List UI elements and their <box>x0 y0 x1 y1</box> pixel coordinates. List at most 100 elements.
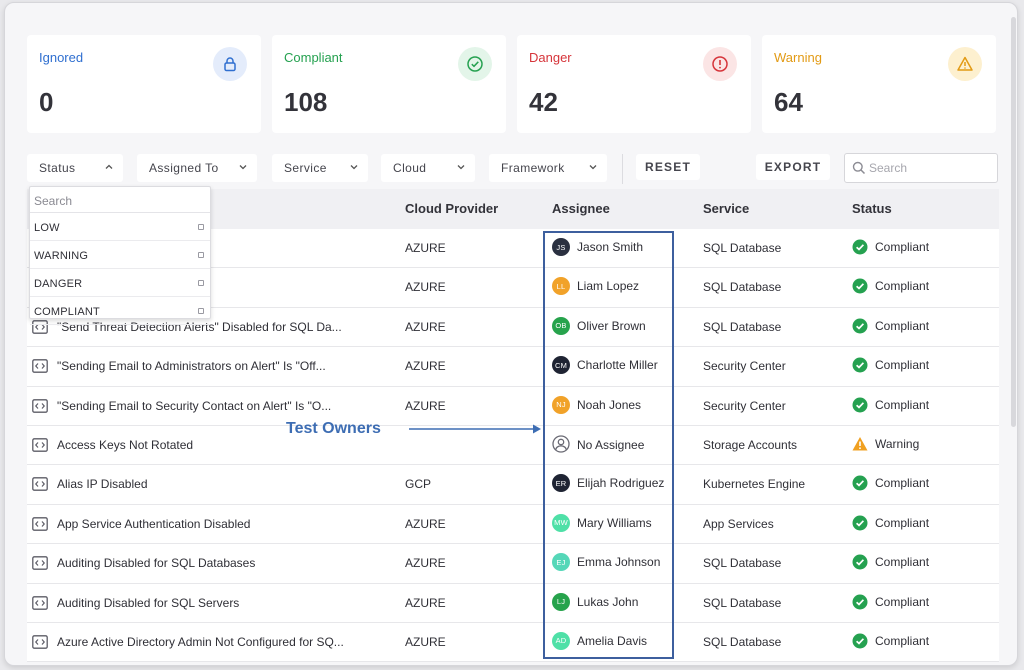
reset-button[interactable]: RESET <box>636 154 700 180</box>
filter-service[interactable]: Service <box>272 154 368 182</box>
cloud-provider: AZURE <box>405 556 446 571</box>
assignee[interactable]: EJ Emma Johnson <box>552 553 660 572</box>
status-label: Compliant <box>875 358 930 373</box>
table-row[interactable]: "Sending Email to Security Contact on Al… <box>27 386 999 426</box>
finding-name[interactable]: Azure Active Directory Admin Not Configu… <box>57 634 344 649</box>
avatar: LJ <box>552 592 570 611</box>
summary-card-ignored[interactable]: Ignored 0 <box>27 35 261 133</box>
status-badge: Compliant <box>852 633 929 649</box>
table-row[interactable]: Access Keys Not Rotated No Assignee Stor… <box>27 425 999 466</box>
table-row[interactable]: Auditing Disabled for SQL Databases AZUR… <box>27 544 999 584</box>
status-label: Compliant <box>875 279 930 294</box>
finding-name[interactable]: Alias IP Disabled <box>57 477 148 492</box>
finding-name[interactable]: App Service Authentication Disabled <box>57 516 251 531</box>
export-button[interactable]: EXPORT <box>756 154 830 180</box>
finding-name[interactable]: "Sending Email to Administrators on Aler… <box>57 359 326 374</box>
service: SQL Database <box>703 241 782 255</box>
status-badge: Compliant <box>852 554 929 570</box>
header-status[interactable]: Status <box>852 201 892 216</box>
finding-name[interactable]: "Sending Email to Security Contact on Al… <box>57 398 332 413</box>
finding-name[interactable]: Auditing Disabled for SQL Databases <box>57 556 256 571</box>
scrollbar-thumb[interactable] <box>1011 17 1016 427</box>
dropdown-option-compliant[interactable]: COMPLIANT <box>30 297 210 325</box>
filter-status[interactable]: Status <box>27 154 123 182</box>
finding-name[interactable]: Access Keys Not Rotated <box>57 437 194 452</box>
cloud-provider: AZURE <box>405 398 446 413</box>
chevron-down-icon <box>589 165 597 170</box>
status-label: Compliant <box>875 515 930 530</box>
header-service[interactable]: Service <box>703 201 750 216</box>
assignee[interactable]: MW Mary Williams <box>552 513 652 532</box>
assignee[interactable]: AD Amelia Davis <box>552 631 647 650</box>
code-icon <box>32 595 48 613</box>
checkbox[interactable] <box>198 224 204 230</box>
filter-divider <box>622 154 623 184</box>
dropdown-option-label: COMPLIANT <box>34 306 100 318</box>
search-icon <box>852 161 866 175</box>
assignee[interactable]: ER Elijah Rodriguez <box>552 474 665 493</box>
service: SQL Database <box>703 280 782 295</box>
table-row[interactable]: Auditing Disabled for SQL Servers AZURE … <box>27 583 999 623</box>
assignee-name: Mary Williams <box>577 515 652 530</box>
app-window: Ignored 0 Compliant 108 Danger 42 Warnin… <box>4 2 1018 666</box>
status-label: Compliant <box>875 633 930 648</box>
service: Security Center <box>703 398 786 413</box>
filter-cloud[interactable]: Cloud <box>381 154 475 182</box>
dropdown-option-label: DANGER <box>34 278 83 290</box>
assignee[interactable]: NJ Noah Jones <box>552 395 642 414</box>
dropdown-option-danger[interactable]: DANGER <box>30 269 210 297</box>
checkbox[interactable] <box>198 308 204 314</box>
service: App Services <box>703 516 774 531</box>
dropdown-option-warning[interactable]: WARNING <box>30 241 210 269</box>
filter-cloud-label: Cloud <box>393 161 427 175</box>
assignee-name: Elijah Rodriguez <box>577 476 665 491</box>
cloud-provider: AZURE <box>405 319 446 334</box>
card-value: 0 <box>39 87 54 117</box>
assignee-highlight-box <box>543 231 674 659</box>
assignee[interactable]: OB Oliver Brown <box>552 316 646 335</box>
filter-assigned-to-label: Assigned To <box>149 161 219 175</box>
summary-card-warning[interactable]: Warning 64 <box>762 35 996 133</box>
table-row[interactable]: App Service Authentication Disabled AZUR… <box>27 504 999 545</box>
filter-assigned-to[interactable]: Assigned To <box>137 154 257 182</box>
status-badge: Compliant <box>852 318 929 334</box>
checkbox[interactable] <box>198 280 204 286</box>
assignee-name: Noah Jones <box>577 397 642 412</box>
chevron-up-icon <box>105 164 113 169</box>
summary-card-compliant[interactable]: Compliant 108 <box>272 35 506 133</box>
search-input[interactable] <box>869 159 989 177</box>
finding-name[interactable]: "Send Threat Detection Alerts" Disabled … <box>57 319 342 334</box>
search-box[interactable] <box>844 153 998 183</box>
status-label: Compliant <box>875 240 930 254</box>
summary-card-danger[interactable]: Danger 42 <box>517 35 751 133</box>
chevron-down-icon <box>457 165 465 170</box>
assignee[interactable]: JS Jason Smith <box>552 238 643 256</box>
filter-service-label: Service <box>284 161 327 175</box>
warning-triangle-icon <box>948 47 982 81</box>
dropdown-option-low[interactable]: LOW <box>30 213 210 241</box>
header-cloud-provider[interactable]: Cloud Provider <box>405 201 499 216</box>
user-icon <box>552 435 577 456</box>
assignee[interactable]: No Assignee <box>552 435 644 456</box>
finding-name[interactable]: Auditing Disabled for SQL Servers <box>57 595 240 610</box>
code-icon <box>32 477 48 494</box>
table-row[interactable]: "Sending Email to Administrators on Aler… <box>27 347 999 387</box>
filter-bar: Status Assigned To Service Cloud Framewo… <box>27 153 999 184</box>
header-assignee[interactable]: Assignee <box>552 201 610 216</box>
status-filter-dropdown: Search LOW WARNING DANGER COMPLIANT <box>29 186 211 325</box>
cloud-provider: AZURE <box>405 516 446 531</box>
assignee[interactable]: CM Charlotte Miller <box>552 356 658 375</box>
table-row[interactable]: Azure Active Directory Admin Not Configu… <box>27 622 999 663</box>
chevron-down-icon <box>239 165 247 170</box>
cloud-provider: AZURE <box>405 241 446 255</box>
assignee[interactable]: LL Liam Lopez <box>552 277 639 296</box>
checkbox[interactable] <box>198 252 204 258</box>
table-row[interactable]: Alias IP Disabled GCP ER Elijah Rodriguez… <box>27 465 999 505</box>
filter-framework[interactable]: Framework <box>489 154 607 182</box>
assignee[interactable]: LJ Lukas John <box>552 592 638 611</box>
card-value: 42 <box>529 87 558 117</box>
dropdown-search-input[interactable]: Search <box>30 187 210 213</box>
scrollbar[interactable] <box>1009 11 1017 657</box>
assignee-name: Charlotte Miller <box>577 358 658 373</box>
status-badge: Compliant <box>852 397 929 413</box>
